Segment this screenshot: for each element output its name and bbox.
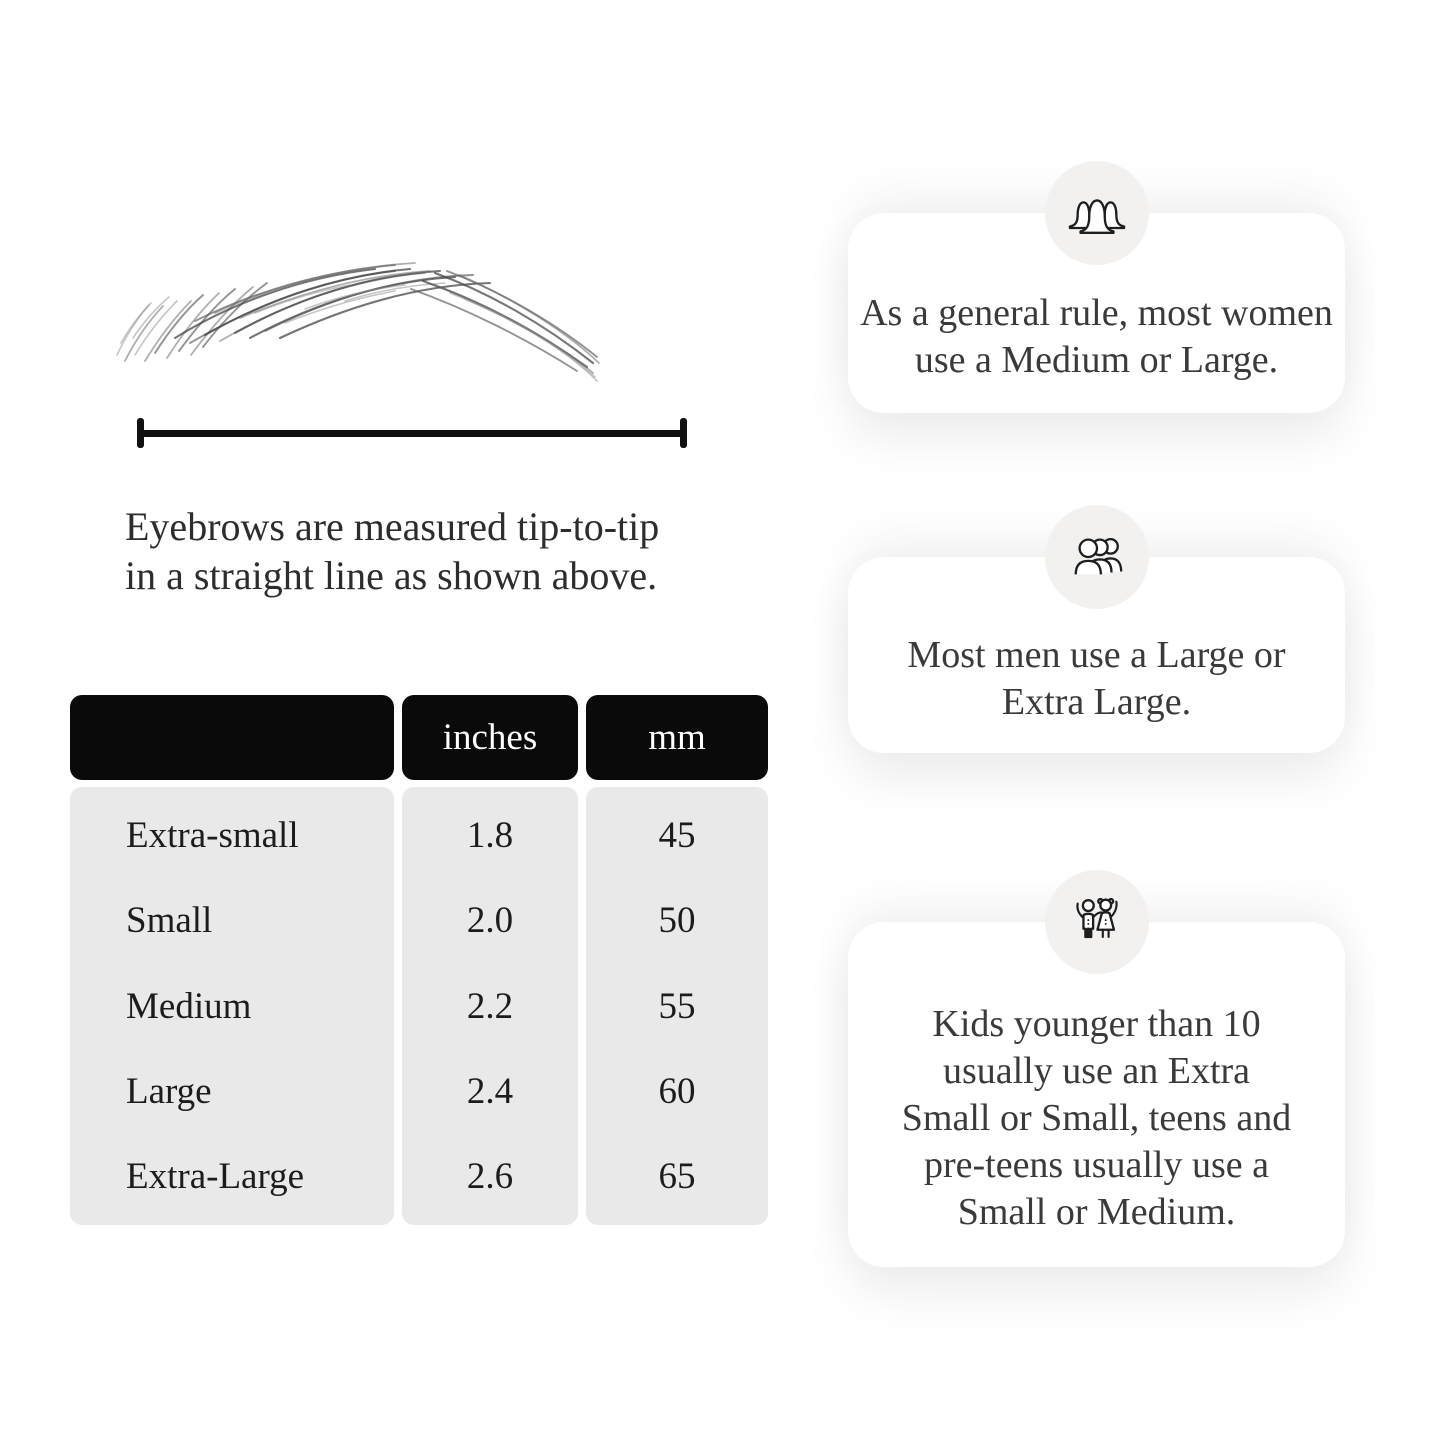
table-cell-inches: 2.4 [466, 1070, 514, 1112]
table-cell-inches: 2.0 [466, 900, 514, 942]
card-text-line: usually use an Extra [942, 1050, 1251, 1092]
table-cell-mm: 50 [658, 900, 696, 942]
table-cell-size: Small [126, 900, 213, 942]
measurement-bar [137, 430, 687, 437]
info-card-women: As a general rule, most women use a Medi… [848, 161, 1345, 413]
card-text-line: pre-teens usually use a [923, 1144, 1270, 1186]
size-table: Extra-small Small Medium Large Extra-Lar… [70, 695, 768, 1225]
table-body-inches: 1.8 2.0 2.2 2.4 2.6 [402, 787, 578, 1225]
table-cell-inches: 1.8 [466, 815, 514, 857]
card-text-line: Extra Large. [1001, 681, 1192, 723]
caption-line-2: in a straight line as shown above. [125, 553, 658, 598]
card-text-line: Small or Small, teens and [901, 1097, 1292, 1139]
table-cell-mm: 65 [658, 1155, 696, 1197]
icon-badge [1044, 870, 1149, 974]
table-cell-size: Extra-small [126, 815, 299, 857]
card-text: Most men use a Large or Extra Large. [907, 632, 1285, 726]
table-header-blank [70, 695, 394, 780]
table-cell-mm: 60 [658, 1070, 696, 1112]
eyebrow-illustration [116, 262, 600, 382]
measurement-line [137, 418, 687, 448]
table-cell-mm: 55 [658, 985, 696, 1027]
size-table-column-mm: mm 45 50 55 60 65 [586, 695, 768, 1225]
card-text: As a general rule, most women use a Medi… [860, 290, 1333, 384]
table-body-mm: 45 50 55 60 65 [586, 787, 768, 1225]
card-text-line: Most men use a Large or [907, 634, 1286, 676]
table-cell-inches: 2.2 [466, 985, 514, 1027]
table-cell-size: Medium [126, 985, 252, 1027]
kids-icon [1075, 897, 1118, 939]
info-card-kids: Kids younger than 10 usually use an Extr… [848, 870, 1345, 1267]
table-cell-size: Large [126, 1070, 212, 1112]
icon-badge [1044, 505, 1149, 609]
card-text-line: Kids younger than 10 [932, 1003, 1261, 1045]
table-cell-inches: 2.6 [466, 1155, 514, 1197]
table-header-inches: inches [402, 695, 578, 780]
card-text-line: As a general rule, most women [860, 292, 1333, 334]
card-text-line: Small or Medium. [957, 1191, 1236, 1233]
table-body-labels: Extra-small Small Medium Large Extra-Lar… [70, 787, 394, 1225]
card-text-line: use a Medium or Large. [914, 339, 1279, 381]
measurement-right-tick [680, 418, 687, 448]
measurement-caption: Eyebrows are measured tip-to-tip in a st… [125, 502, 659, 600]
size-table-column-inches: inches 1.8 2.0 2.2 2.4 2.6 [402, 695, 578, 1225]
women-group-icon [1068, 199, 1125, 234]
size-table-column-labels: Extra-small Small Medium Large Extra-Lar… [70, 695, 394, 1225]
men-group-icon [1074, 537, 1122, 575]
caption-line-1: Eyebrows are measured tip-to-tip [125, 504, 660, 549]
icon-badge [1044, 161, 1149, 265]
info-card-men: Most men use a Large or Extra Large. [848, 505, 1345, 753]
card-text: Kids younger than 10 usually use an Extr… [902, 1001, 1291, 1236]
table-cell-size: Extra-Large [126, 1155, 305, 1197]
table-cell-mm: 45 [658, 815, 696, 857]
table-header-mm: mm [586, 695, 768, 780]
